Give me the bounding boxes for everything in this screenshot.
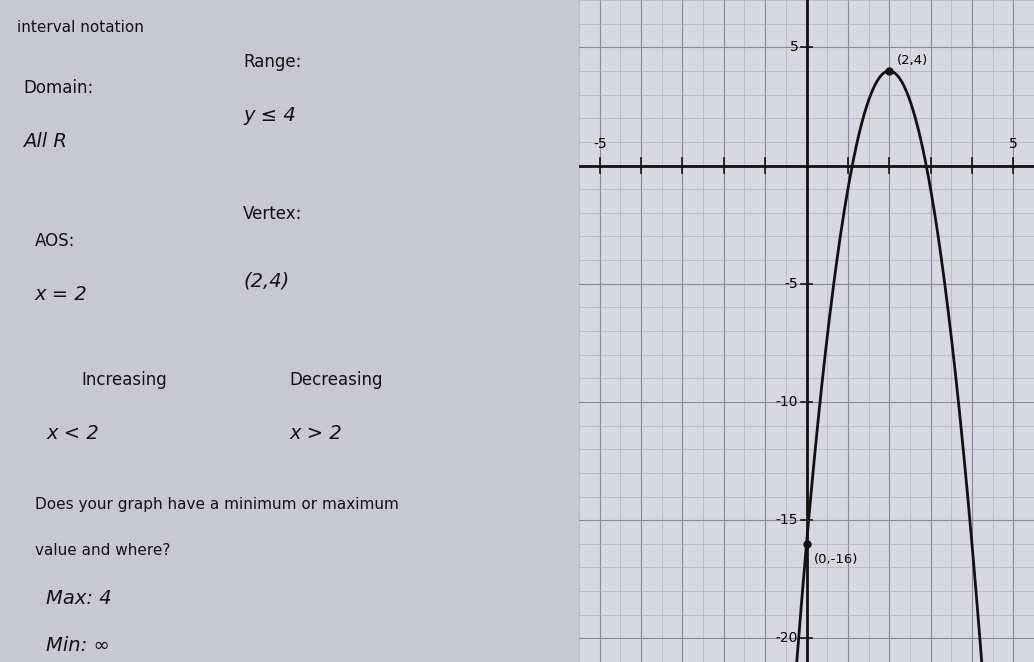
Text: x = 2: x = 2 [35,285,88,304]
Text: (2,4): (2,4) [243,271,290,291]
Text: interval notation: interval notation [18,20,145,35]
Text: -5: -5 [592,137,607,152]
Text: -15: -15 [776,513,798,527]
Text: Range:: Range: [243,53,302,71]
Text: x < 2: x < 2 [47,424,99,443]
Text: AOS:: AOS: [35,232,75,250]
Text: Max: 4: Max: 4 [47,589,112,608]
Text: Min: ∞: Min: ∞ [47,636,110,655]
Text: Domain:: Domain: [23,79,93,97]
Text: All R: All R [23,132,67,152]
Text: (0,-16): (0,-16) [814,553,858,566]
Text: 5: 5 [1009,137,1017,152]
Text: Vertex:: Vertex: [243,205,303,223]
Text: -10: -10 [776,395,798,409]
Text: y ≤ 4: y ≤ 4 [243,106,296,125]
Text: -5: -5 [785,277,798,291]
Text: Decreasing: Decreasing [290,371,383,389]
Text: Does your graph have a minimum or maximum: Does your graph have a minimum or maximu… [35,496,399,512]
Text: value and where?: value and where? [35,543,171,558]
Text: Increasing: Increasing [81,371,166,389]
Text: 5: 5 [790,40,798,54]
Text: x > 2: x > 2 [290,424,342,443]
Text: (2,4): (2,4) [896,54,927,67]
Text: -20: -20 [776,632,798,645]
